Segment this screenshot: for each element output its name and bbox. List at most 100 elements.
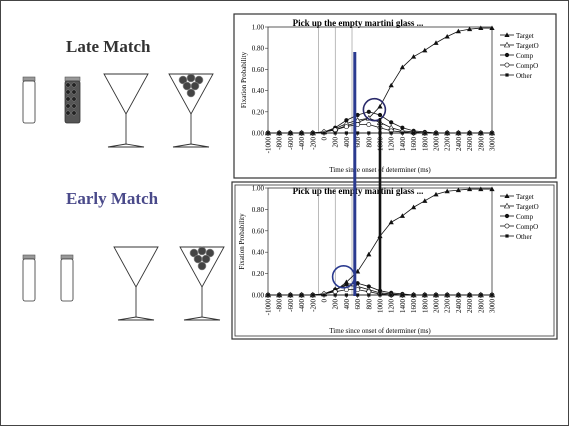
legend-label: Target xyxy=(516,32,534,40)
olive xyxy=(194,75,204,85)
other-marker xyxy=(367,131,371,135)
comp-marker xyxy=(400,125,405,130)
other-marker xyxy=(490,131,494,135)
chart-title: Pick up the empty martini glass ... xyxy=(293,18,424,28)
olive xyxy=(71,110,77,116)
late-match-label: Late Match xyxy=(66,37,151,56)
olive xyxy=(71,82,77,88)
x-tick-label: -800 xyxy=(276,299,284,312)
x-tick-label: 3000 xyxy=(489,137,497,152)
other-marker xyxy=(490,293,494,297)
other-marker xyxy=(412,293,416,297)
x-tick-label: 2800 xyxy=(477,299,485,314)
target-marker xyxy=(422,47,428,53)
x-tick-label: 1800 xyxy=(421,137,429,152)
x-tick-label: -200 xyxy=(309,299,317,312)
legend-label: Target xyxy=(516,193,534,201)
other-marker xyxy=(356,131,360,135)
target-marker xyxy=(444,188,450,194)
x-tick-label: -1000 xyxy=(265,137,273,154)
other-marker xyxy=(445,131,449,135)
compo-marker xyxy=(332,289,338,295)
y-tick-label: 0.00 xyxy=(252,130,265,138)
comp-marker xyxy=(504,52,510,58)
compo-marker xyxy=(366,289,372,295)
y-tick-label: 1.00 xyxy=(252,185,265,193)
other-marker xyxy=(423,293,427,297)
olive xyxy=(71,103,77,109)
target-marker xyxy=(388,219,394,225)
legend-item-target: Target xyxy=(500,32,534,40)
compo-marker xyxy=(332,127,338,133)
target-marker xyxy=(399,64,405,70)
y-tick-label: 0.80 xyxy=(252,206,265,214)
target-marker xyxy=(478,186,484,192)
x-tick-label: 2600 xyxy=(466,137,474,152)
y-tick-label: 0.60 xyxy=(252,227,265,235)
overlay-lines xyxy=(331,52,387,296)
y-tick-label: 0.40 xyxy=(252,87,265,95)
target-marker xyxy=(388,82,394,88)
legend-item-compo: CompO xyxy=(500,62,538,70)
compo-marker xyxy=(343,124,349,130)
chart-title: Pick up the empty martini glass ... xyxy=(293,186,424,196)
x-tick-label: 1600 xyxy=(410,299,418,314)
target-marker xyxy=(504,193,510,198)
other-marker xyxy=(300,293,304,297)
vial-cap xyxy=(64,76,81,82)
other-marker xyxy=(389,293,393,297)
x-tick-label: 2800 xyxy=(477,137,485,152)
target-marker xyxy=(411,54,417,59)
x-tick-label: 800 xyxy=(365,137,373,148)
x-tick-label: -600 xyxy=(287,137,295,150)
other-marker xyxy=(333,131,337,135)
y-tick-label: 0.40 xyxy=(252,249,265,257)
target-marker xyxy=(377,103,383,109)
target-marker xyxy=(455,28,461,34)
vial-cap xyxy=(22,76,36,82)
other-marker xyxy=(288,131,292,135)
other-marker xyxy=(333,293,337,297)
empty-vial xyxy=(60,258,74,302)
target-marker xyxy=(433,191,439,197)
legend-item-targeto: TargetO xyxy=(500,202,539,211)
legend-label: TargetO xyxy=(516,203,539,211)
olive xyxy=(189,248,199,258)
highlight-circle-late xyxy=(362,97,387,122)
glass-base xyxy=(107,143,145,148)
other-marker xyxy=(434,293,438,297)
target-marker xyxy=(433,40,439,45)
olive xyxy=(186,88,196,98)
olive xyxy=(193,254,203,264)
target-marker xyxy=(489,25,495,31)
x-tick-label: 2000 xyxy=(433,299,441,314)
x-tick-label: 400 xyxy=(343,137,351,148)
x-tick-label: -200 xyxy=(309,137,317,150)
empty-vial xyxy=(22,258,36,302)
chart-early-match: Pick up the empty martini glass ... 0.00 0… xyxy=(231,181,558,340)
other-marker xyxy=(344,293,348,297)
legend-label: TargetO xyxy=(516,42,539,50)
y-axis-label: Fixation Probability xyxy=(240,51,248,108)
x-tick-label: 1800 xyxy=(421,299,429,314)
other-marker xyxy=(311,293,315,297)
other-marker xyxy=(434,131,438,135)
other-marker xyxy=(423,131,427,135)
target-marker xyxy=(399,213,405,218)
y-tick-label: 0.60 xyxy=(252,66,265,74)
olive xyxy=(71,96,77,102)
chart-late-match: Pick up the empty martini glass ... 0.00 0… xyxy=(233,13,557,179)
x-tick-label: 0 xyxy=(321,299,329,303)
other-marker xyxy=(505,73,509,77)
y-tick-label: 0.20 xyxy=(252,108,265,116)
other-marker xyxy=(468,293,472,297)
early-match-label: Early Match xyxy=(66,189,159,208)
legend-label: Comp xyxy=(516,213,534,221)
chart-inner-frame xyxy=(234,184,555,337)
olive xyxy=(186,73,196,83)
target-marker xyxy=(478,25,484,31)
other-marker xyxy=(400,131,404,135)
legend-label: Other xyxy=(516,72,533,80)
x-tick-label: 2200 xyxy=(444,137,452,152)
legend-item-comp: Comp xyxy=(500,52,534,60)
